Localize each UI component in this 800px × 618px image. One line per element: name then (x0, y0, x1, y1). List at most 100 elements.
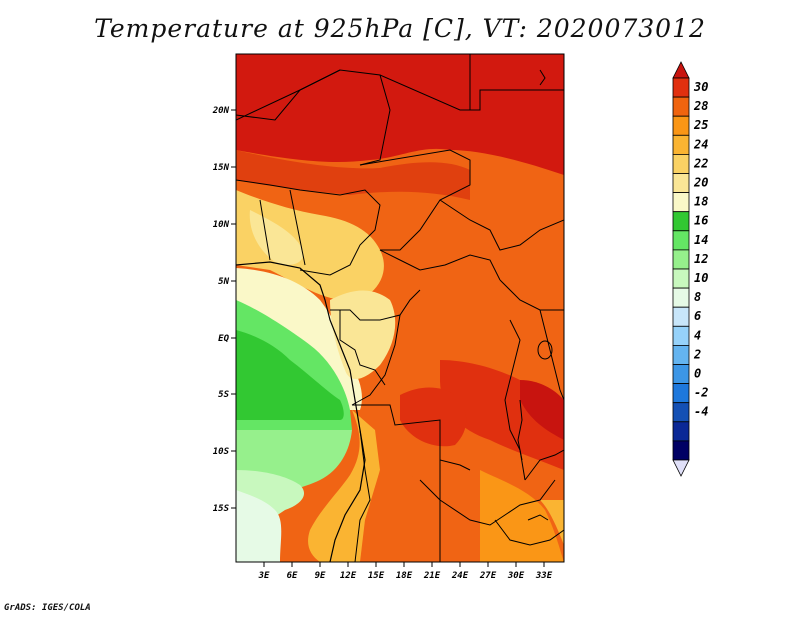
field-sahel-band (236, 150, 470, 200)
boundary-line (354, 429, 371, 562)
colorbar-swatch (672, 153, 690, 174)
colorbar-label: 28 (693, 99, 708, 113)
colorbar-label: 25 (693, 118, 708, 132)
colorbar-swatch (672, 192, 690, 213)
colorbar-swatch (672, 173, 690, 194)
field-lake-hot (520, 380, 564, 440)
boundary-line (379, 249, 501, 281)
colorbar-bottom-arrow (672, 459, 690, 477)
boundary-line (499, 279, 564, 311)
lon-label: 30E (507, 571, 525, 581)
colorbar-swatch (672, 440, 690, 461)
boundary-line (289, 189, 306, 266)
colorbar-swatch (672, 249, 690, 270)
colorbar-swatch (672, 306, 690, 327)
colorbar-label: 8 (694, 290, 701, 304)
boundary-line (539, 309, 564, 401)
colorbar-label: 0 (694, 367, 701, 381)
longitude-axis: 3E 6E 9E 12E 15E 18E 21E 24E 27E 30E 33E (258, 562, 553, 581)
boundary-line (379, 74, 470, 111)
field-southeast (480, 470, 564, 562)
boundary-line (419, 479, 441, 562)
boundary-line (236, 69, 341, 121)
lon-label: 21E (423, 571, 441, 581)
boundary-line (439, 199, 564, 251)
colorbar-label: 30 (693, 80, 708, 94)
colorbar-label: 20 (693, 176, 708, 190)
colorbar-top-arrow (672, 61, 690, 79)
boundary-line (351, 314, 401, 406)
lat-label: EQ (218, 334, 229, 344)
lat-label: 20N (212, 106, 230, 116)
temperature-field (236, 54, 564, 562)
lake-outline (527, 514, 549, 521)
lat-label: 15S (213, 504, 230, 514)
field-south-interior (360, 470, 480, 562)
colorbar-swatch (672, 325, 690, 346)
boundary-line (494, 519, 564, 546)
colorbar-label: 22 (693, 156, 708, 170)
boundary-line (539, 69, 546, 86)
lake-outline (517, 399, 523, 461)
lat-label: 10N (213, 220, 230, 230)
colorbar-swatch (672, 402, 690, 423)
colorbar-swatch (672, 96, 690, 117)
lon-label: 9E (315, 571, 326, 581)
colorbar-swatch (672, 211, 690, 232)
boundary-line (259, 199, 271, 261)
colorbar-label: 2 (693, 347, 701, 361)
lon-label: 33E (535, 571, 553, 581)
lon-label: 3E (258, 571, 270, 581)
boundary-line (352, 404, 471, 471)
grads-credit: GrADS: IGES/COLA (4, 603, 91, 613)
field-gabon-cool (330, 290, 396, 380)
colorbar-label: 24 (693, 137, 708, 151)
field-southeast-edge (540, 500, 564, 545)
colorbar-label: 14 (694, 233, 708, 247)
field-ocean-palest (236, 490, 282, 562)
field-guinea-cool (249, 210, 304, 265)
colorbar-swatch (672, 383, 690, 404)
colorbar-swatch (672, 364, 690, 385)
field-north-hot (236, 54, 564, 175)
country-boundaries (236, 54, 564, 562)
boundary-line (524, 449, 564, 481)
colorbar-label: -2 (694, 386, 708, 400)
chart-title: Temperature at 925hPa [C], VT: 202007301… (94, 14, 706, 43)
field-congo-hot (400, 387, 467, 447)
colorbar-label: 12 (694, 252, 708, 266)
colorbar-label: -4 (694, 405, 708, 419)
lat-label: 5S (218, 390, 229, 400)
boundary-line (330, 289, 421, 321)
lat-label: 10S (213, 447, 230, 457)
colorbar-swatch (672, 115, 690, 136)
colorbar-label: 6 (694, 309, 701, 323)
latitude-axis: 20N 15N 10N 5N EQ 5S 10S 15S (212, 106, 236, 514)
colorbar-swatch (672, 268, 690, 289)
lon-label: 6E (287, 571, 298, 581)
lon-label: 27E (479, 571, 497, 581)
lat-label: 5N (218, 277, 229, 287)
boundary-line (339, 310, 386, 386)
colorbar-label: 16 (694, 214, 708, 228)
boundary-line (469, 54, 564, 111)
colorbar-swatch (672, 134, 690, 155)
boundary-line (504, 319, 526, 481)
colorbar-swatch (672, 344, 690, 365)
lon-label: 18E (396, 571, 413, 581)
lake-outline (537, 340, 553, 360)
field-west-warm (236, 190, 384, 301)
colorbar-swatch (672, 77, 690, 98)
colorbar-label: 4 (694, 328, 701, 342)
colorbar-swatch (672, 230, 690, 251)
boundary-line (236, 179, 381, 276)
lon-label: 12E (340, 571, 357, 581)
colorbar-swatch (672, 421, 690, 442)
colorbar-label: 10 (694, 271, 708, 285)
coastline (236, 261, 366, 562)
lat-label: 15N (213, 163, 230, 173)
colorbar-label: 18 (694, 195, 708, 209)
lon-label: 15E (368, 571, 385, 581)
